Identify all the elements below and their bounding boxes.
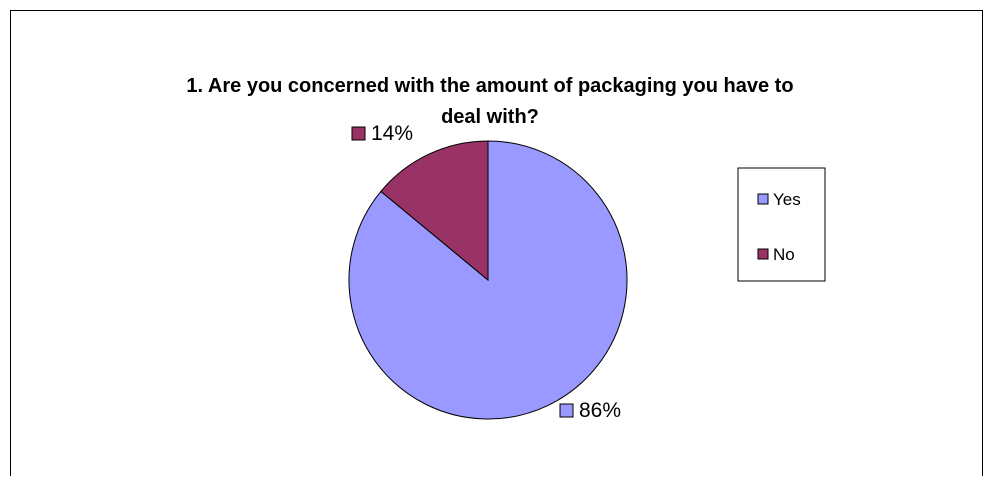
data-label-yes-text: 86% (579, 399, 621, 422)
legend-label-yes: Yes (773, 190, 801, 209)
data-label-yes: 86% (559, 399, 621, 422)
chart-title: 1. Are you concerned with the amount of … (186, 75, 793, 128)
pie-slices (348, 140, 628, 420)
chart-title-line-2: deal with? (441, 106, 539, 128)
legend-swatch-yes (757, 193, 769, 205)
legend: Yes No (737, 167, 826, 282)
chart-title-line-1: 1. Are you concerned with the amount of … (186, 75, 793, 97)
pie-slice-no (380, 140, 489, 282)
data-label-no: 14% (351, 122, 413, 145)
data-label-yes-swatch (559, 403, 574, 418)
legend-label-no: No (773, 245, 795, 264)
data-label-no-swatch (351, 126, 366, 141)
legend-box (737, 167, 826, 282)
legend-swatch-no (757, 248, 769, 260)
data-label-no-text: 14% (371, 122, 413, 145)
